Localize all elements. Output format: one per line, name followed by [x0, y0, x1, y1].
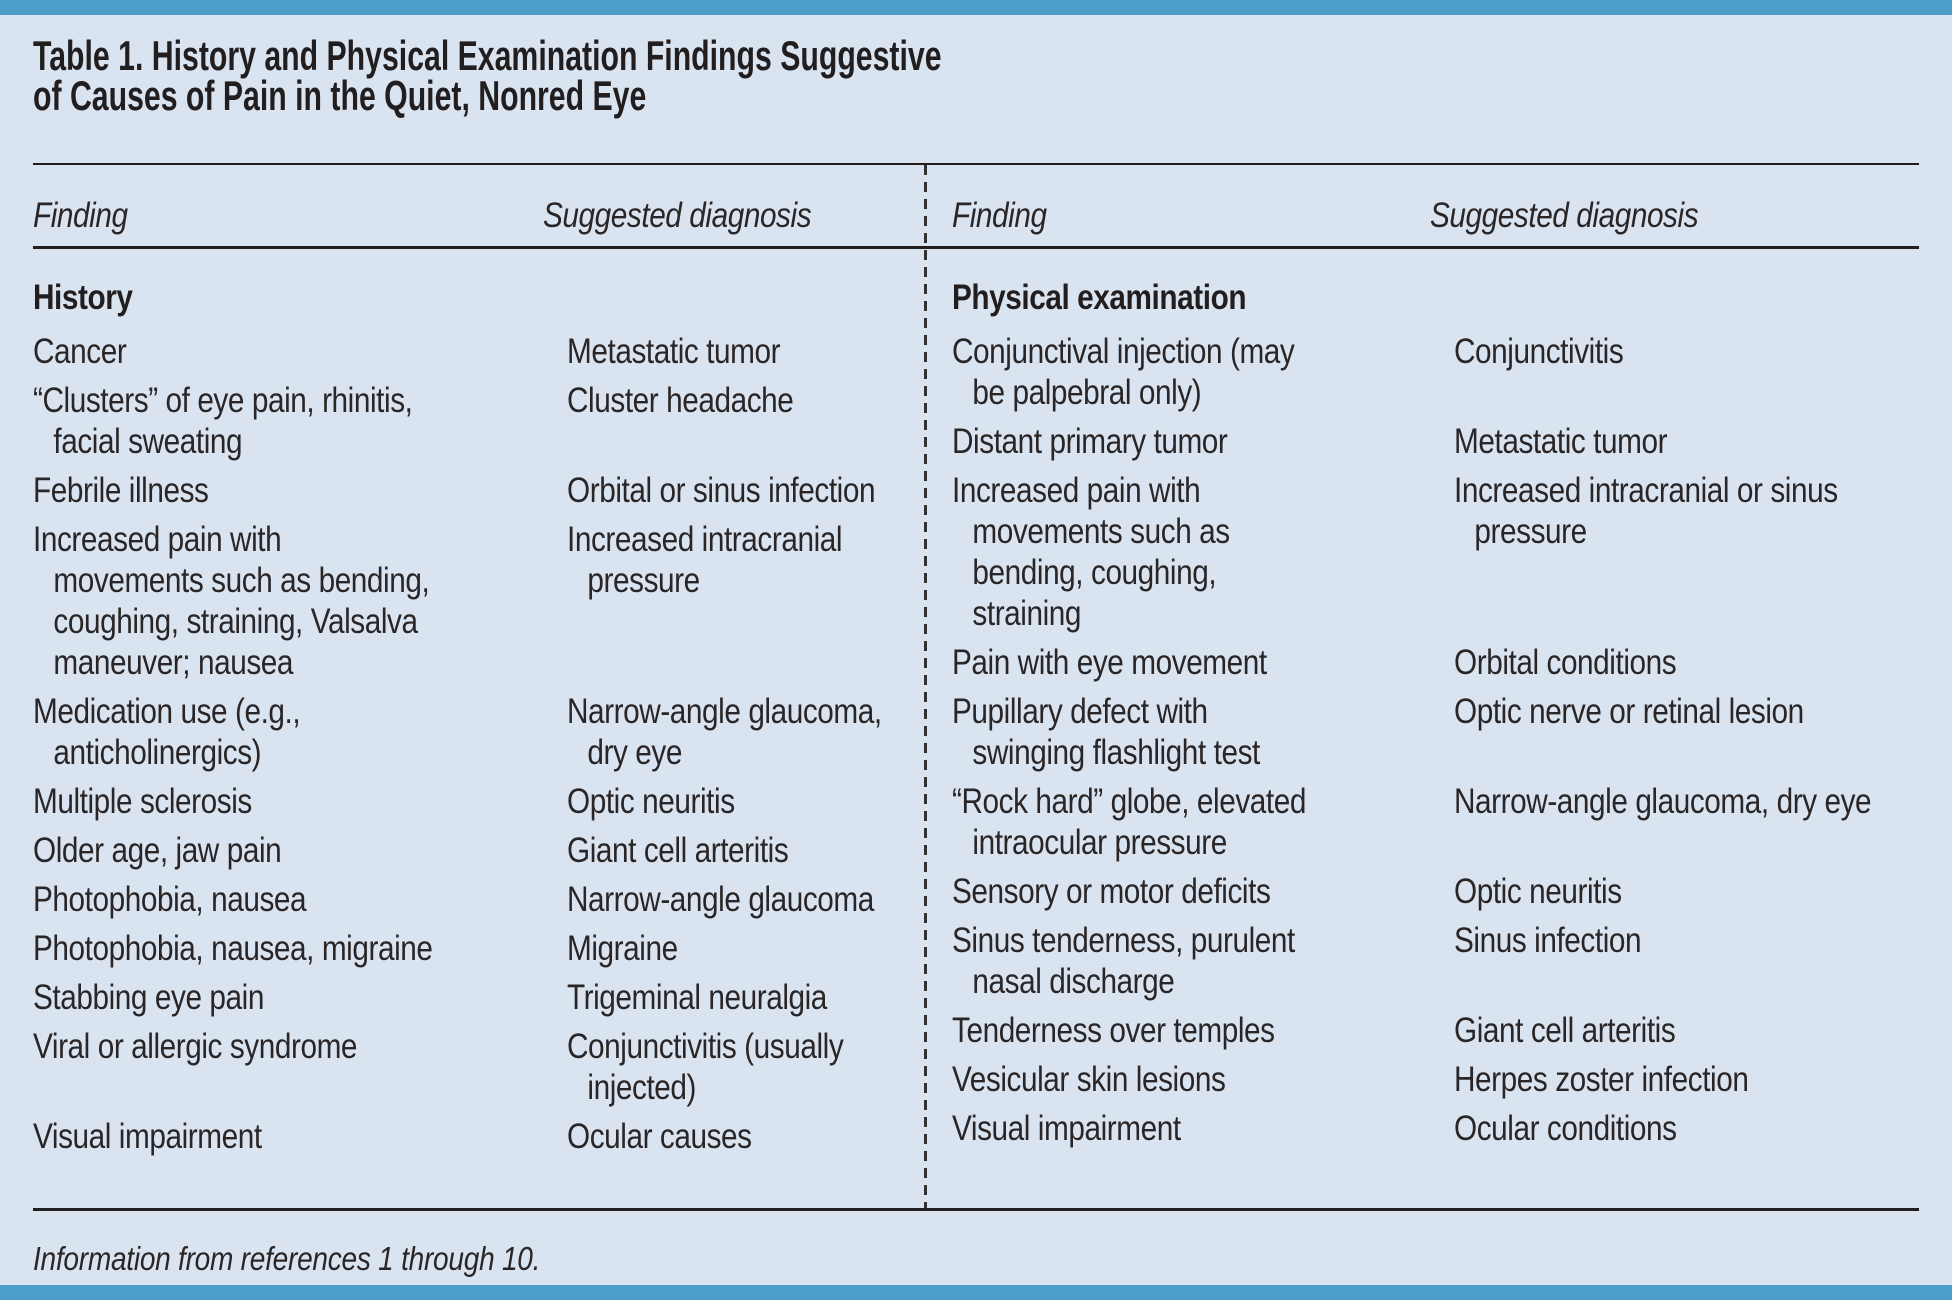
diagnosis-cell: Metastatic tumor	[567, 332, 781, 371]
finding-cell: Viral or allergic syndrome	[33, 1027, 358, 1066]
finding-cell: Tenderness over temples	[952, 1011, 1275, 1050]
finding-cell: Medication use (e.g., anticholinergics)	[33, 692, 301, 772]
diagnosis-cell: Ocular causes	[567, 1117, 752, 1156]
column-header-finding-right: Finding	[952, 196, 1047, 235]
finding-cell: Multiple sclerosis	[33, 782, 252, 821]
diagnosis-cell: Optic nerve or retinal lesion	[1454, 692, 1804, 731]
table-row: “Clusters” of eye pain, rhinitis, facial…	[33, 380, 924, 462]
diagnosis-cell: Cluster headache	[567, 381, 794, 420]
diagnosis-cell: Increased intracranial or sinus pressure	[1454, 471, 1838, 551]
finding-cell: Stabbing eye pain	[33, 978, 264, 1017]
diagnosis-cell: Giant cell arteritis	[1454, 1011, 1676, 1050]
rule-header-bottom	[33, 246, 1919, 249]
finding-cell: “Rock hard” globe, elevated intraocular …	[952, 782, 1306, 862]
diagnosis-cell: Metastatic tumor	[1454, 422, 1668, 461]
table-row: Distant primary tumor Metastatic tumor	[952, 421, 1919, 462]
diagnosis-cell: Sinus infection	[1454, 921, 1642, 960]
diagnosis-cell: Increased intracranial pressure	[567, 520, 843, 600]
finding-cell: Febrile illness	[33, 471, 209, 510]
diagnosis-cell: Narrow-angle glaucoma, dry eye	[567, 692, 882, 772]
finding-cell: Older age, jaw pain	[33, 831, 282, 870]
table-row: Pain with eye movement Orbital condition…	[952, 642, 1919, 683]
history-column: History Cancer Metastatic tumor “Cluster…	[33, 277, 924, 1165]
table-row: Older age, jaw pain Giant cell arteritis	[33, 830, 924, 871]
physical-examination-column: Physical examination Conjunctival inject…	[952, 277, 1919, 1157]
diagnosis-cell: Orbital or sinus infection	[567, 471, 876, 510]
finding-cell: Visual impairment	[33, 1117, 262, 1156]
column-header-finding-left: Finding	[33, 196, 128, 235]
table-row: “Rock hard” globe, elevated intraocular …	[952, 781, 1919, 863]
footnote: Information from references 1 through 10…	[33, 1240, 541, 1277]
table-row: Visual impairment Ocular causes	[33, 1116, 924, 1157]
column-header-diagnosis-right: Suggested diagnosis	[1430, 196, 1699, 235]
table-row: Photophobia, nausea Narrow-angle glaucom…	[33, 879, 924, 920]
finding-cell: “Clusters” of eye pain, rhinitis, facial…	[33, 381, 413, 461]
diagnosis-cell: Herpes zoster infection	[1454, 1060, 1749, 1099]
table-row: Sensory or motor deficits Optic neuritis	[952, 871, 1919, 912]
table-row: Vesicular skin lesions Herpes zoster inf…	[952, 1059, 1919, 1100]
diagnosis-cell: Migraine	[567, 929, 678, 968]
table-row: Febrile illness Orbital or sinus infecti…	[33, 470, 924, 511]
diagnosis-cell: Giant cell arteritis	[567, 831, 789, 870]
table-row: Multiple sclerosis Optic neuritis	[33, 781, 924, 822]
section-header-row: History	[33, 277, 924, 318]
finding-cell: Conjunctival injection (may be palpebral…	[952, 332, 1295, 412]
diagnosis-cell: Narrow-angle glaucoma	[567, 880, 874, 919]
section-header-row: Physical examination	[952, 277, 1919, 318]
diagnosis-cell: Optic neuritis	[1454, 872, 1622, 911]
bottom-accent-bar	[0, 1285, 1952, 1300]
finding-cell: Distant primary tumor	[952, 422, 1228, 461]
table-row: Photophobia, nausea, migraine Migraine	[33, 928, 924, 969]
section-title-history: History	[33, 278, 133, 317]
table-row: Medication use (e.g., anticholinergics) …	[33, 691, 924, 773]
rule-bottom	[33, 1208, 1919, 1211]
finding-cell: Photophobia, nausea	[33, 880, 307, 919]
finding-cell: Sinus tenderness, purulent nasal dischar…	[952, 921, 1295, 1001]
table-row: Pupillary defect with swinging flashligh…	[952, 691, 1919, 773]
finding-cell: Increased pain with movements such as be…	[952, 471, 1230, 633]
finding-cell: Vesicular skin lesions	[952, 1060, 1226, 1099]
finding-cell: Pupillary defect with swinging flashligh…	[952, 692, 1260, 772]
finding-cell: Visual impairment	[952, 1109, 1181, 1148]
finding-cell: Sensory or motor deficits	[952, 872, 1271, 911]
column-divider-dashed	[924, 165, 927, 1208]
table-row: Stabbing eye pain Trigeminal neuralgia	[33, 977, 924, 1018]
diagnosis-cell: Orbital conditions	[1454, 643, 1677, 682]
finding-cell: Photophobia, nausea, migraine	[33, 929, 433, 968]
top-accent-bar	[0, 0, 1952, 15]
table-row: Increased pain with movements such as be…	[33, 519, 924, 683]
section-title-physical-examination: Physical examination	[952, 278, 1247, 317]
finding-cell: Pain with eye movement	[952, 643, 1267, 682]
diagnosis-cell: Narrow-angle glaucoma, dry eye	[1454, 782, 1872, 821]
finding-cell: Cancer	[33, 332, 127, 371]
diagnosis-cell: Optic neuritis	[567, 782, 735, 821]
finding-cell: Increased pain with movements such as be…	[33, 520, 430, 682]
table-row: Sinus tenderness, purulent nasal dischar…	[952, 920, 1919, 1002]
table-row: Conjunctival injection (may be palpebral…	[952, 331, 1919, 413]
rule-top	[33, 163, 1919, 165]
table-row: Visual impairment Ocular conditions	[952, 1108, 1919, 1149]
table-row: Viral or allergic syndrome Conjunctiviti…	[33, 1026, 924, 1108]
table-row: Cancer Metastatic tumor	[33, 331, 924, 372]
diagnosis-cell: Trigeminal neuralgia	[567, 978, 827, 1017]
diagnosis-cell: Ocular conditions	[1454, 1109, 1677, 1148]
table-title: Table 1. History and Physical Examinatio…	[33, 32, 942, 119]
table-row: Tenderness over temples Giant cell arter…	[952, 1010, 1919, 1051]
diagnosis-cell: Conjunctivitis	[1454, 332, 1624, 371]
table-row: Increased pain with movements such as be…	[952, 470, 1919, 634]
column-header-diagnosis-left: Suggested diagnosis	[543, 196, 812, 235]
bottom-white-strip	[0, 1300, 1952, 1303]
diagnosis-cell: Conjunctivitis (usually injected)	[567, 1027, 844, 1107]
